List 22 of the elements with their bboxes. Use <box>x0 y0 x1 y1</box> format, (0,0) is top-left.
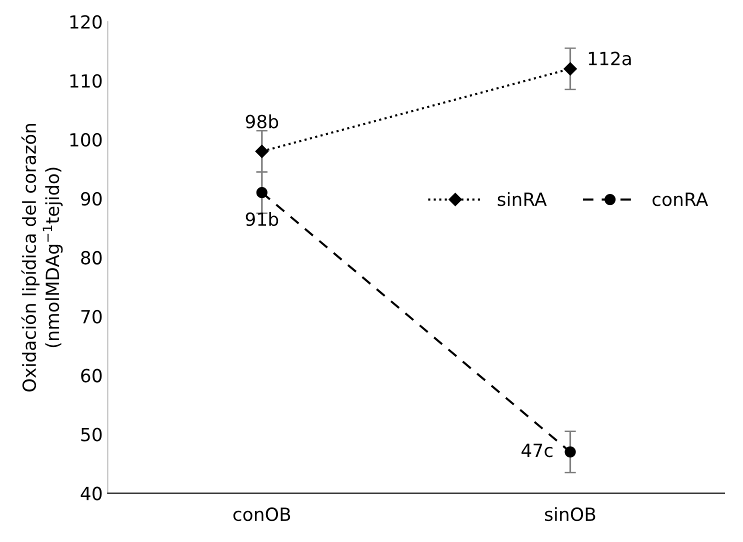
data-label: 98b <box>246 114 278 128</box>
x-tick-label: sinOB <box>545 507 596 522</box>
y-tick-label: 40 <box>80 486 102 500</box>
legend-label: conRA <box>652 192 708 206</box>
y-tick-label: 100 <box>70 133 102 147</box>
y-axis-title: Oxidación lipídica del corazón (nmolMDAg$^{−1}$tejido) <box>21 124 63 392</box>
data-label: 91b <box>246 212 278 226</box>
y-tick-label: 60 <box>81 368 102 382</box>
y-tick-label: 50 <box>81 428 102 442</box>
data-label: 112a <box>588 52 631 66</box>
point <box>564 446 576 458</box>
y-tick-label: 110 <box>70 74 102 88</box>
y-tick-label: 120 <box>70 15 102 29</box>
y-tick-label: 80 <box>81 250 102 265</box>
y-tick-label: 70 <box>81 310 102 324</box>
point <box>564 62 577 76</box>
data-label: 47c <box>522 444 552 458</box>
point <box>256 187 268 198</box>
x-tick-label: conOB <box>233 507 290 522</box>
legend-label: sinRA <box>498 192 547 206</box>
y-tick-label: 90 <box>81 192 102 206</box>
point <box>255 144 268 158</box>
